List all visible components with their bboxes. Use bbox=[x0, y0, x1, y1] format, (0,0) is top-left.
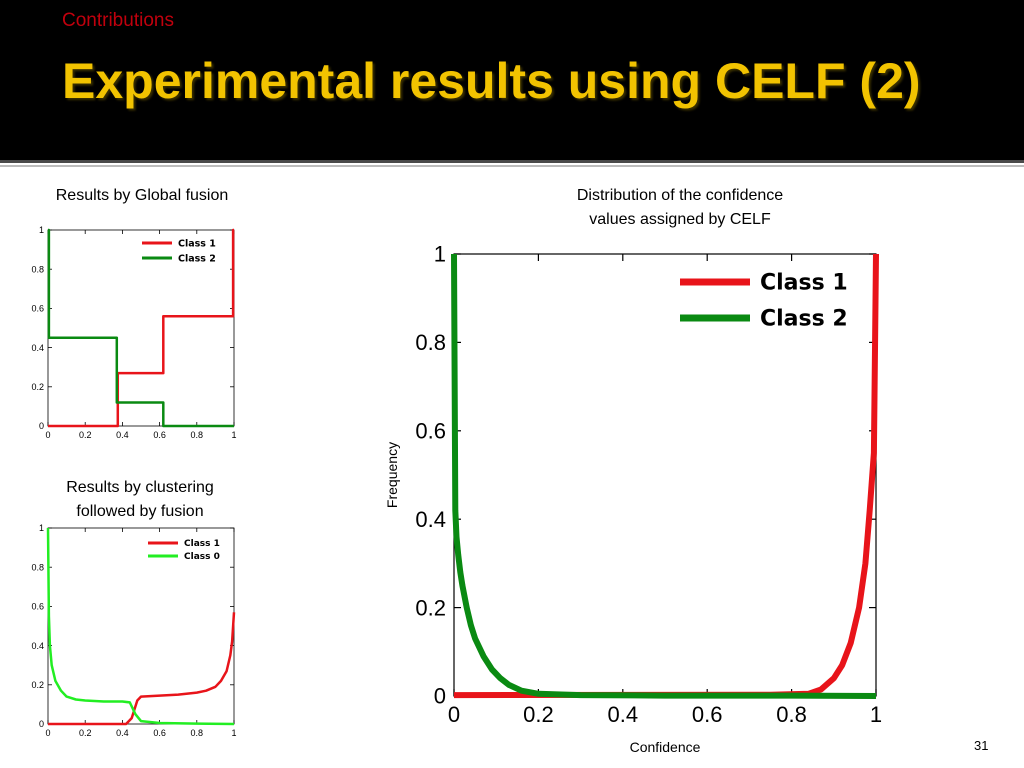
global-x-tick-label: 0.2 bbox=[79, 430, 92, 440]
clustering-legend-label-1: Class 1 bbox=[184, 539, 220, 549]
clustering-x-tick-label: 1 bbox=[231, 728, 236, 738]
clustering-x-tick-label: 0.2 bbox=[79, 728, 92, 738]
global-y-tick-label: 0 bbox=[39, 421, 44, 431]
clustering-y-tick-label: 0.8 bbox=[31, 562, 44, 572]
main-x-tick-label: 0.6 bbox=[692, 702, 723, 727]
page-number: 31 bbox=[974, 738, 989, 753]
header-divider-light bbox=[0, 165, 1024, 167]
main-series-2-line bbox=[451, 253, 877, 699]
main-y-tick-label: 0.4 bbox=[415, 507, 446, 532]
clustering-legend-label-2: Class 0 bbox=[184, 552, 220, 562]
global-fusion-chart: 0 0.2 0.4 0.6 0.8 1 0 0.2 0.4 0.6 0.8 1 Class 1 Class… bbox=[31, 225, 236, 440]
main-legend-label-1: Class 1 bbox=[760, 271, 848, 296]
clustering-caption-line2: followed by fusion bbox=[76, 503, 204, 520]
main-x-tick-label: 0.4 bbox=[608, 702, 639, 727]
main-y-tick-label: 0.2 bbox=[415, 595, 446, 620]
global-x-tick-label: 0.6 bbox=[153, 430, 166, 440]
header-divider bbox=[0, 160, 1024, 163]
clustering-x-tick-label: 0.4 bbox=[116, 728, 129, 738]
clustering-y-tick-label: 1 bbox=[39, 523, 44, 533]
global-x-tick-label: 0 bbox=[45, 430, 50, 440]
clustering-y-tick-label: 0 bbox=[39, 719, 44, 729]
main-plot-frame bbox=[453, 253, 877, 697]
global-y-tick-label: 0.8 bbox=[31, 264, 44, 274]
global-x-tick-label: 1 bbox=[231, 430, 236, 440]
global-legend-label-2: Class 2 bbox=[178, 253, 216, 264]
global-x-tick-label: 0.8 bbox=[191, 430, 204, 440]
main-x-tick-label: 0.8 bbox=[776, 702, 807, 727]
main-y-tick-label: 0.6 bbox=[415, 419, 446, 444]
global-series-2-line bbox=[47, 228, 234, 428]
global-y-tick-label: 1 bbox=[39, 225, 44, 235]
global-plot-frame bbox=[47, 229, 235, 427]
global-x-tick-label: 0.4 bbox=[116, 430, 129, 440]
slide-header: Contributions Experimental results using… bbox=[0, 0, 1024, 160]
section-label: Contributions bbox=[62, 10, 174, 31]
main-x-tick-label: 0.2 bbox=[523, 702, 554, 727]
global-legend-label-1: Class 1 bbox=[178, 238, 216, 249]
celf-confidence-chart: 0 0.2 0.4 0.6 0.8 1 0 0.2 0.4 0.6 0.8 1 Class 1 Class… bbox=[384, 242, 882, 755]
main-x-tick-label: 0 bbox=[448, 702, 460, 727]
main-y-tick-label: 1 bbox=[434, 242, 446, 267]
clustering-caption: Results by clustering followed by fusion bbox=[30, 476, 250, 524]
clustering-x-tick-label: 0.6 bbox=[153, 728, 166, 738]
clustering-caption-line1: Results by clustering bbox=[66, 479, 214, 496]
main-chart-caption: Distribution of the confidence values as… bbox=[520, 184, 840, 232]
main-y-tick-label: 0.8 bbox=[415, 330, 446, 355]
main-x-tick-label: 1 bbox=[870, 702, 882, 727]
main-caption-line1: Distribution of the confidence bbox=[576, 187, 784, 204]
clustering-x-tick-label: 0 bbox=[45, 728, 50, 738]
clustering-y-tick-label: 0.2 bbox=[31, 680, 44, 690]
global-y-tick-label: 0.6 bbox=[31, 304, 44, 314]
main-caption-line2: values assigned by CELF bbox=[589, 211, 771, 228]
clustering-fusion-chart: 0 0.2 0.4 0.6 0.8 1 0 0.2 0.4 0.6 0.8 1 Class 1 Class… bbox=[31, 523, 236, 738]
global-y-tick-label: 0.2 bbox=[31, 382, 44, 392]
main-x-axis-label: Confidence bbox=[630, 739, 701, 755]
clustering-x-tick-label: 0.8 bbox=[191, 728, 204, 738]
global-fusion-caption: Results by Global fusion bbox=[55, 187, 229, 204]
clustering-series-2-line bbox=[46, 527, 235, 726]
clustering-y-tick-label: 0.4 bbox=[31, 641, 44, 651]
main-y-axis-label: Frequency bbox=[384, 442, 400, 508]
global-series-1-line bbox=[48, 228, 235, 428]
slide-title: Experimental results using CELF (2) bbox=[62, 53, 921, 109]
main-legend-label-2: Class 2 bbox=[760, 307, 848, 332]
clustering-y-tick-label: 0.6 bbox=[31, 602, 44, 612]
global-y-tick-label: 0.4 bbox=[31, 343, 44, 353]
main-y-tick-label: 0 bbox=[434, 684, 446, 709]
